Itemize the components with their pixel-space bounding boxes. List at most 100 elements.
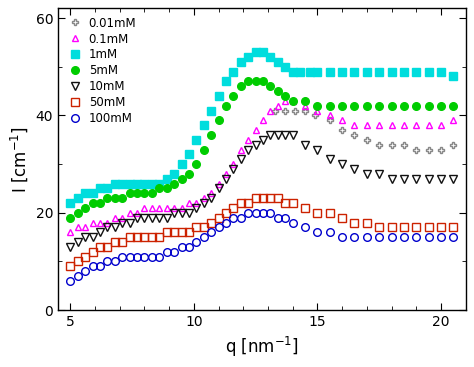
0.1mM bbox=[413, 123, 419, 127]
100mM bbox=[201, 235, 207, 239]
50mM bbox=[171, 230, 177, 235]
10mM bbox=[413, 177, 419, 181]
5mM bbox=[90, 201, 95, 205]
100mM bbox=[216, 225, 221, 230]
1mM bbox=[246, 55, 251, 59]
10mM bbox=[290, 133, 296, 137]
50mM bbox=[389, 225, 394, 230]
50mM bbox=[97, 245, 103, 249]
100mM bbox=[75, 274, 81, 278]
50mM bbox=[105, 245, 110, 249]
1mM bbox=[127, 181, 133, 186]
5mM bbox=[290, 99, 296, 103]
50mM bbox=[315, 211, 320, 215]
5mM bbox=[171, 181, 177, 186]
100mM bbox=[426, 235, 431, 239]
1mM bbox=[193, 138, 199, 142]
1mM bbox=[260, 50, 266, 54]
100mM bbox=[156, 254, 162, 259]
1mM bbox=[364, 69, 370, 74]
10mM bbox=[149, 215, 155, 220]
10mM bbox=[209, 196, 214, 200]
1mM bbox=[201, 123, 207, 127]
1mM bbox=[82, 191, 88, 196]
10mM bbox=[339, 162, 345, 166]
1mM bbox=[283, 65, 288, 69]
10mM bbox=[223, 177, 229, 181]
10mM bbox=[164, 215, 170, 220]
5mM bbox=[413, 103, 419, 108]
50mM bbox=[290, 201, 296, 205]
5mM bbox=[426, 103, 431, 108]
10mM bbox=[283, 133, 288, 137]
10mM bbox=[438, 177, 444, 181]
100mM bbox=[97, 264, 103, 269]
1mM bbox=[268, 55, 273, 59]
50mM bbox=[179, 230, 184, 235]
0.01mM bbox=[364, 138, 370, 142]
10mM bbox=[75, 240, 81, 244]
Line: 1mM: 1mM bbox=[66, 48, 457, 207]
1mM bbox=[97, 186, 103, 190]
1mM bbox=[156, 181, 162, 186]
10mM bbox=[364, 172, 370, 176]
10mM bbox=[260, 138, 266, 142]
0.1mM bbox=[134, 211, 140, 215]
1mM bbox=[307, 69, 313, 74]
1mM bbox=[426, 69, 431, 74]
0.1mM bbox=[327, 113, 333, 118]
0.1mM bbox=[142, 206, 147, 210]
1mM bbox=[297, 69, 303, 74]
10mM bbox=[156, 215, 162, 220]
5mM bbox=[450, 103, 456, 108]
Line: 5mM: 5mM bbox=[66, 77, 457, 221]
5mM bbox=[283, 94, 288, 98]
5mM bbox=[149, 191, 155, 196]
50mM bbox=[119, 240, 125, 244]
10mM bbox=[275, 133, 281, 137]
50mM bbox=[112, 240, 118, 244]
0.1mM bbox=[97, 220, 103, 225]
50mM bbox=[127, 235, 133, 239]
100mM bbox=[105, 259, 110, 264]
1mM bbox=[209, 108, 214, 113]
1mM bbox=[149, 181, 155, 186]
50mM bbox=[67, 264, 73, 269]
100mM bbox=[352, 235, 357, 239]
0.1mM bbox=[450, 118, 456, 123]
0.1mM bbox=[216, 181, 221, 186]
0.01mM bbox=[283, 108, 288, 113]
50mM bbox=[275, 196, 281, 200]
100mM bbox=[112, 259, 118, 264]
X-axis label: q [nm$^{-1}$]: q [nm$^{-1}$] bbox=[225, 335, 299, 359]
5mM bbox=[364, 103, 370, 108]
10mM bbox=[193, 206, 199, 210]
5mM bbox=[230, 94, 236, 98]
1mM bbox=[164, 177, 170, 181]
0.1mM bbox=[156, 206, 162, 210]
5mM bbox=[142, 191, 147, 196]
0.1mM bbox=[268, 108, 273, 113]
100mM bbox=[246, 211, 251, 215]
5mM bbox=[105, 196, 110, 200]
0.1mM bbox=[179, 206, 184, 210]
0.1mM bbox=[112, 215, 118, 220]
10mM bbox=[97, 230, 103, 235]
5mM bbox=[164, 186, 170, 190]
10mM bbox=[230, 167, 236, 171]
50mM bbox=[75, 259, 81, 264]
5mM bbox=[201, 147, 207, 152]
0.1mM bbox=[238, 147, 244, 152]
100mM bbox=[142, 254, 147, 259]
5mM bbox=[119, 196, 125, 200]
5mM bbox=[260, 79, 266, 84]
0.1mM bbox=[201, 196, 207, 200]
1mM bbox=[171, 172, 177, 176]
50mM bbox=[193, 225, 199, 230]
0.01mM bbox=[327, 118, 333, 123]
1mM bbox=[75, 196, 81, 200]
50mM bbox=[216, 215, 221, 220]
1mM bbox=[179, 162, 184, 166]
5mM bbox=[186, 172, 192, 176]
50mM bbox=[283, 201, 288, 205]
